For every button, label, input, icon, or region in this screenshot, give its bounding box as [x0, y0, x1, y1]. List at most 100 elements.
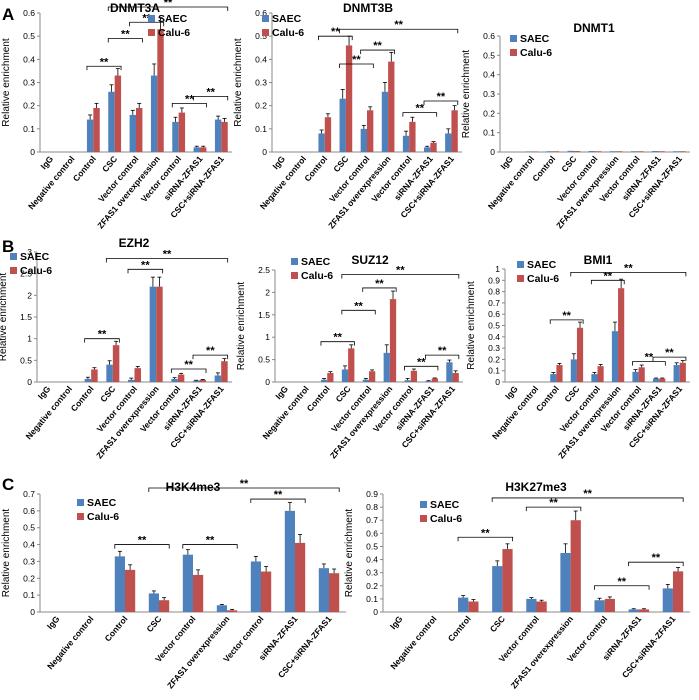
y-tick-label: 0.2: [366, 581, 378, 591]
significance-label: **: [333, 332, 342, 344]
significance-label: **: [206, 345, 215, 357]
bar-saec: [250, 561, 261, 612]
x-tick-label: CSC: [98, 384, 117, 404]
x-tick-label: CSC: [333, 384, 352, 404]
significance-label: **: [481, 527, 490, 539]
significance-label: **: [274, 489, 283, 501]
legend-label-calu6: Calu-6: [527, 273, 559, 285]
significance-bracket: [341, 274, 460, 279]
bar-calu6: [556, 365, 563, 382]
y-tick-label: 0.9: [366, 489, 378, 499]
y-tick-label: 0.3: [366, 568, 378, 578]
x-tick-label: IgG: [388, 614, 405, 632]
bar-calu6: [637, 151, 644, 152]
y-tick-label: 0: [30, 147, 35, 157]
significance-bracket: [171, 102, 207, 108]
bar-calu6: [324, 117, 332, 152]
significance-label: **: [665, 347, 674, 359]
y-tick-label: 0.4: [366, 555, 378, 565]
bar-saec: [171, 378, 178, 382]
bar-calu6: [570, 520, 581, 612]
significance-bracket: [105, 258, 229, 263]
legend-label-saec: SAEC: [520, 33, 550, 45]
y-tick-label: 0.2: [23, 573, 35, 583]
bar-saec: [106, 364, 113, 382]
y-tick-label: 1: [27, 334, 32, 344]
bar-calu6: [345, 45, 353, 152]
bar-saec: [652, 151, 659, 152]
significance-label: **: [163, 249, 172, 261]
legend-swatch-calu6: [10, 267, 17, 274]
significance-bracket: [84, 338, 120, 343]
legend-swatch-saec: [262, 15, 269, 22]
y-tick-label: 0.4: [483, 70, 495, 80]
bar-saec: [318, 133, 325, 152]
bar-calu6: [157, 29, 164, 152]
significance-label: **: [415, 103, 424, 115]
bar-saec: [114, 556, 125, 612]
significance-bracket: [339, 28, 459, 34]
x-tick-label: IgG: [45, 614, 62, 632]
legend-label-saec: SAEC: [272, 13, 302, 25]
bar-saec: [172, 121, 179, 152]
bar-saec: [129, 114, 136, 152]
x-tick-label: ZFAS1 overexpression: [165, 614, 232, 691]
legend-label-saec: SAEC: [527, 259, 557, 271]
y-tick-label: 0.6: [488, 309, 500, 319]
y-tick-label: 0.4: [255, 54, 267, 64]
y-tick-label: 0.1: [483, 128, 495, 138]
x-tick-label: Control: [71, 154, 98, 184]
y-tick-label: 0.5: [483, 50, 495, 60]
significance-bracket: [632, 361, 666, 366]
chart-title: H3K27me3: [505, 480, 567, 494]
significance-label: **: [373, 40, 382, 52]
significance-bracket: [182, 544, 238, 549]
significance-label: **: [417, 356, 426, 368]
legend-label-saec: SAEC: [20, 251, 50, 263]
bar-saec: [284, 510, 295, 612]
bar-calu6: [430, 142, 437, 152]
significance-label: **: [142, 12, 151, 24]
bar-calu6: [329, 573, 340, 612]
y-tick-label: 0.6: [483, 31, 495, 41]
significance-bracket: [425, 354, 460, 360]
bar-calu6: [431, 378, 438, 382]
bar-calu6: [604, 598, 615, 612]
y-tick-label: 0.6: [366, 528, 378, 538]
bar-calu6: [618, 288, 625, 382]
y-tick-label: 0.1: [488, 366, 500, 376]
y-tick-label: 1.5: [258, 310, 270, 320]
y-tick-label: 0.3: [488, 343, 500, 353]
y-axis-label: Relative enrichment: [461, 50, 472, 139]
significance-label: **: [100, 56, 109, 68]
bar-calu6: [531, 151, 538, 152]
significance-bracket: [525, 506, 582, 512]
x-tick-label: Control: [305, 384, 332, 414]
significance-bracket: [652, 356, 687, 362]
bar-calu6: [679, 151, 686, 152]
significance-bracket: [404, 365, 439, 371]
legend-swatch-calu6: [517, 275, 524, 282]
bar-calu6: [659, 378, 666, 382]
significance-label: **: [354, 300, 363, 312]
chart-title: EZH2: [119, 236, 150, 250]
legend-label-calu6: Calu-6: [520, 47, 552, 59]
y-tick-label: 0.5: [20, 355, 32, 365]
y-tick-label: 0.1: [366, 594, 378, 604]
bar-saec: [525, 151, 532, 152]
significance-bracket: [127, 268, 164, 274]
y-tick-label: 0.2: [255, 101, 267, 111]
bar-saec: [445, 133, 452, 152]
x-tick-label: IgG: [270, 154, 287, 172]
chart-title: DNMT3A: [110, 1, 160, 15]
y-tick-label: 0.2: [483, 108, 495, 118]
significance-bracket: [250, 498, 306, 504]
legend-label-saec: SAEC: [87, 497, 117, 509]
bar-saec: [149, 286, 157, 382]
bar-calu6: [536, 601, 547, 612]
significance-label: **: [206, 86, 215, 98]
bar-saec: [591, 374, 598, 382]
significance-bracket: [339, 63, 374, 68]
bar-calu6: [112, 345, 120, 382]
